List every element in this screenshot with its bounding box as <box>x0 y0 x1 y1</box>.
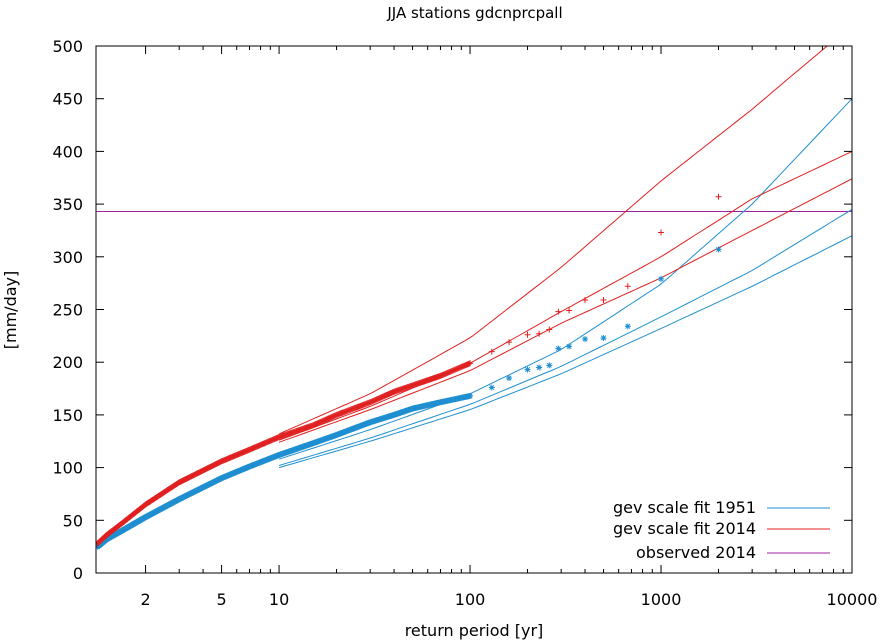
data-point-plus <box>524 331 531 338</box>
y-tick-label: 450 <box>52 90 83 109</box>
data-point-star <box>546 362 553 369</box>
x-tick-label: 5 <box>216 590 226 609</box>
data-point-star <box>524 366 531 373</box>
y-tick-label: 150 <box>52 406 83 425</box>
plot-content <box>96 46 852 550</box>
fit-2014-line-2 <box>278 150 852 441</box>
data-point-star <box>555 345 562 352</box>
series-1951-points <box>96 246 722 550</box>
data-point-star <box>600 334 607 341</box>
data-point-plus <box>715 193 722 200</box>
data-point-plus <box>555 308 562 315</box>
data-point-star <box>536 364 543 371</box>
x-tick-label: 10 <box>269 590 289 609</box>
x-axis: 2 5 10 100 1000 10000 <box>140 46 877 609</box>
y-tick-label: 500 <box>52 37 83 56</box>
plot-frame <box>95 45 853 574</box>
x-tick-label: 1000 <box>641 590 682 609</box>
legend-label: observed 2014 <box>636 543 756 562</box>
legend-label: gev scale fit 1951 <box>613 498 756 517</box>
y-axis: 0 50 100 150 200 250 300 350 400 450 500 <box>52 37 852 583</box>
y-tick-label: 250 <box>52 301 83 320</box>
fit-1951-line-3 <box>278 235 852 469</box>
y-tick-label: 300 <box>52 248 83 267</box>
fit-1951-line-1 <box>278 98 852 460</box>
data-point-plus <box>566 307 573 314</box>
data-point-star <box>658 275 665 282</box>
y-tick-label: 350 <box>52 195 83 214</box>
data-point-star <box>582 336 589 343</box>
chart-title: JJA stations gdcnprcpall <box>386 4 562 22</box>
series-2014-points <box>96 193 722 547</box>
data-point-plus <box>488 348 495 355</box>
data-point-star <box>624 323 631 330</box>
fit-1951-line-2 <box>278 208 852 466</box>
data-point-star <box>715 246 722 253</box>
fit-2014-line-1 <box>278 46 828 435</box>
x-tick-label: 10000 <box>827 590 878 609</box>
plot-area <box>96 46 852 550</box>
data-point-star <box>488 384 495 391</box>
data-point-star <box>467 392 474 399</box>
y-tick-label: 100 <box>52 459 83 478</box>
data-point-star <box>566 343 573 350</box>
data-point-star <box>506 375 513 382</box>
y-tick-label: 400 <box>52 142 83 161</box>
data-point-plus <box>536 330 543 337</box>
legend: gev scale fit 1951 gev scale fit 2014 obse… <box>613 498 830 562</box>
y-tick-label: 50 <box>63 511 83 530</box>
data-point-plus <box>658 229 665 236</box>
data-point-plus <box>506 339 513 346</box>
fit-2014-line-3 <box>278 178 852 443</box>
data-point-plus <box>600 297 607 304</box>
legend-label: gev scale fit 2014 <box>613 519 756 538</box>
data-point-plus <box>467 360 474 367</box>
y-tick-label: 200 <box>52 353 83 372</box>
data-point-plus <box>546 326 553 333</box>
x-tick-label: 2 <box>140 590 150 609</box>
y-axis-label: [mm/day] <box>1 271 20 349</box>
y-tick-label: 0 <box>73 564 83 583</box>
x-tick-label: 100 <box>455 590 486 609</box>
x-axis-label: return period [yr] <box>405 621 544 640</box>
data-point-plus <box>624 283 631 290</box>
data-point-plus <box>582 297 589 304</box>
